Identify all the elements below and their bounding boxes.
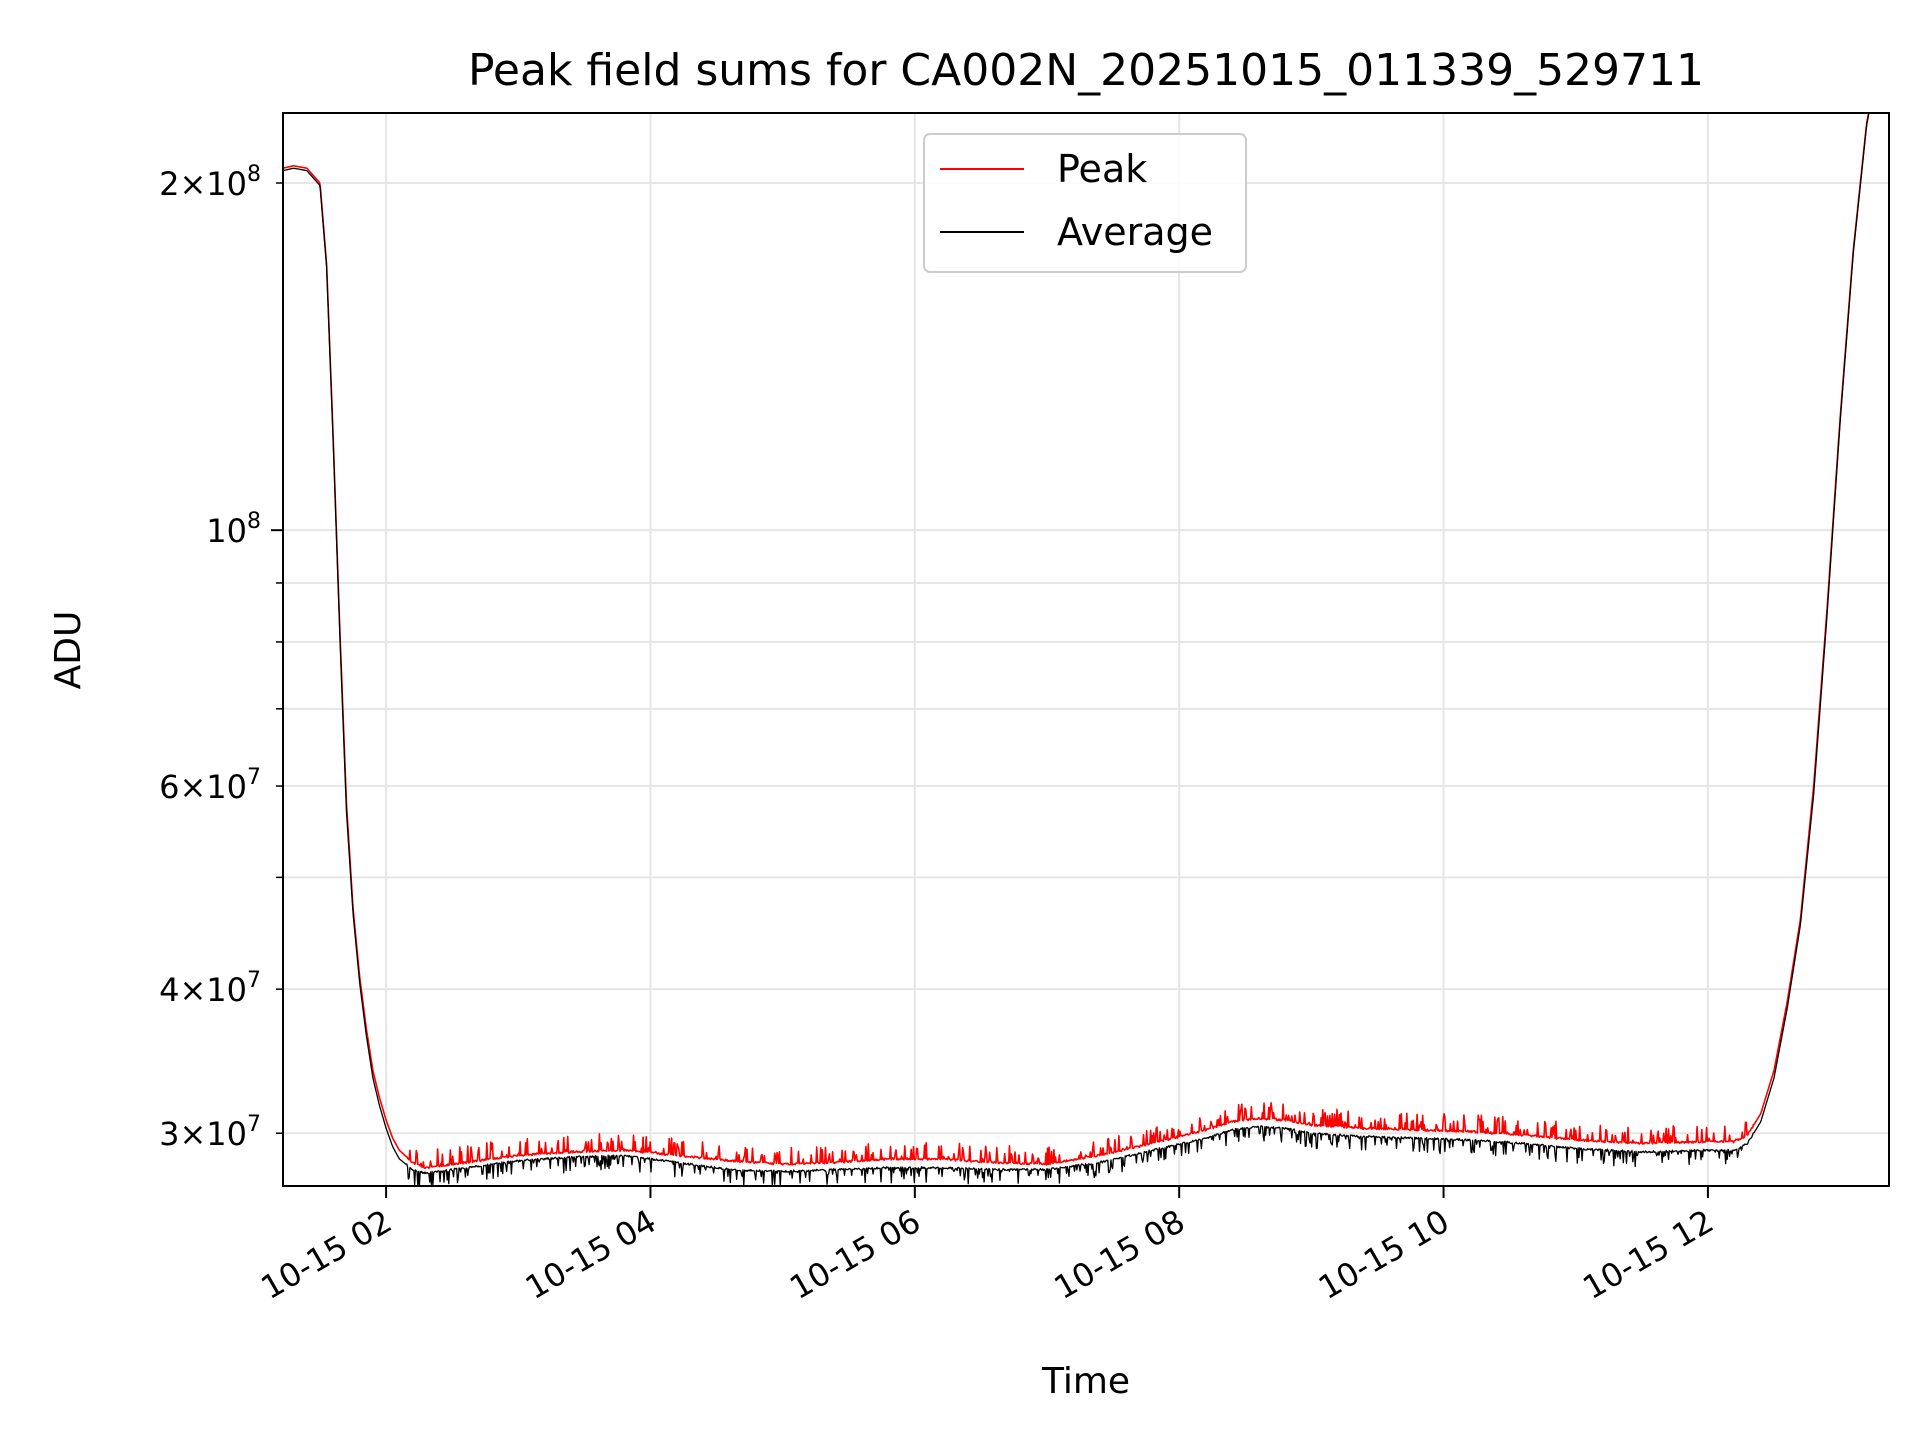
y-tick-exponent: 8 xyxy=(247,162,261,187)
x-axis-label: Time xyxy=(1041,1361,1130,1402)
y-tick-label: 4×107 xyxy=(159,968,261,1009)
y-tick-label: 6×107 xyxy=(159,765,261,806)
chart-title: Peak field sums for CA002N_20251015_0113… xyxy=(468,45,1704,96)
y-tick-exponent: 7 xyxy=(247,1112,261,1137)
series-line-peak xyxy=(283,113,1870,1170)
y-tick-exponent: 7 xyxy=(247,765,261,790)
legend-label-peak: Peak xyxy=(1057,147,1147,191)
y-tick-exponent: 8 xyxy=(247,509,261,534)
legend-label-average: Average xyxy=(1057,210,1213,254)
y-tick-label: 3×107 xyxy=(159,1112,261,1153)
y-axis-label: ADU xyxy=(48,611,89,690)
legend: Peak Average xyxy=(923,133,1247,273)
plot-frame xyxy=(282,112,1890,1187)
series-line-average xyxy=(283,113,1870,1186)
series-layer xyxy=(283,113,1870,1186)
y-tick-exponent: 7 xyxy=(247,968,261,993)
y-tick-label: 2×108 xyxy=(159,162,261,203)
